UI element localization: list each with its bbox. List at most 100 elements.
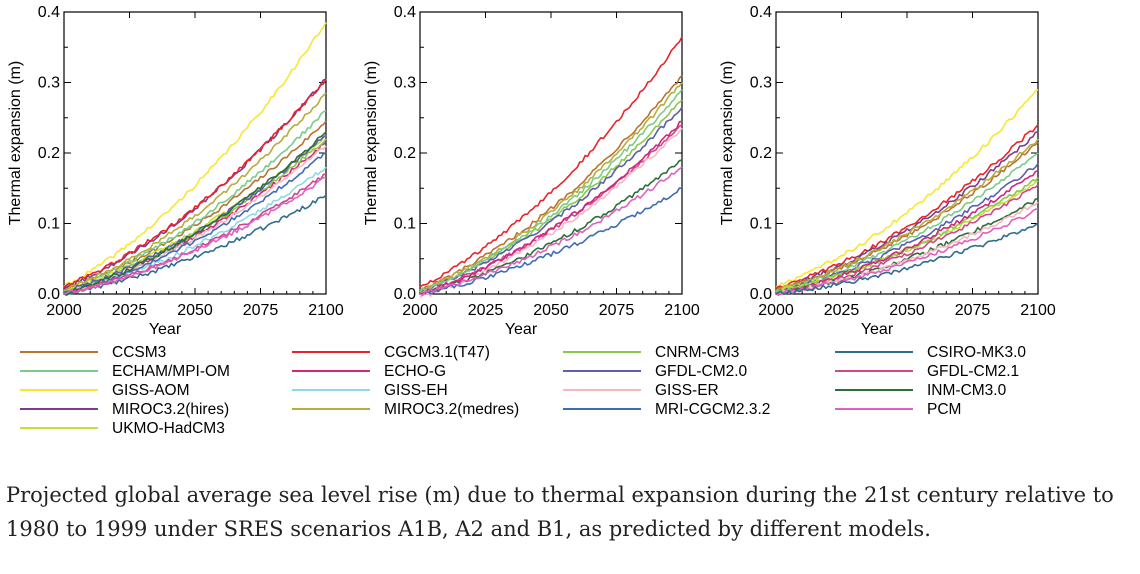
legend-item: CNRM-CM3	[563, 344, 739, 361]
series-line-mri-cgcm2-3-2	[63, 152, 327, 295]
x-axis-label: Year	[505, 321, 538, 338]
legend-label: GFDL-CM2.1	[927, 363, 1019, 380]
y-tick-label: 0.1	[38, 216, 60, 233]
x-tick-label: 2050	[533, 302, 569, 319]
legend-label: INM-CM3.0	[927, 382, 1007, 399]
legend-label: MIROC3.2(medres)	[384, 401, 519, 418]
legend-label: ECHO-G	[384, 363, 446, 380]
y-axis-label: Thermal expansion (m)	[363, 61, 380, 226]
x-tick-label: 2075	[243, 302, 279, 319]
y-tick-label: 0.4	[750, 4, 772, 21]
figure-caption: Projected global average sea level rise …	[6, 483, 1114, 541]
x-tick-label: 2100	[664, 302, 700, 319]
series-line-echo-g	[775, 169, 1039, 296]
legend-label: GISS-EH	[384, 382, 448, 399]
y-tick-label: 0.4	[38, 4, 60, 21]
y-tick-label: 0.3	[38, 75, 60, 92]
legend-label: MRI-CGCM2.3.2	[655, 401, 770, 418]
series-line-pcm	[63, 176, 327, 295]
legend-item: ECHO-G	[292, 363, 446, 380]
series-line-cgcm3-1-t47-	[775, 124, 1039, 290]
x-tick-label: 2025	[112, 302, 148, 319]
legend-item: GFDL-CM2.0	[563, 363, 748, 380]
y-axis-label: Thermal expansion (m)	[7, 61, 24, 226]
series-line-miroc3-2-medres-	[419, 82, 683, 292]
legend-item: CCSM3	[20, 344, 166, 361]
legend: CCSM3 ECHAM/MPI-OM GISS-AOM MIROC3.2(hires)…	[20, 344, 1026, 437]
y-tick-label: 0.3	[750, 75, 772, 92]
legend-label: ECHAM/MPI-OM	[112, 363, 230, 380]
series-line-miroc3-2-medres-	[775, 138, 1039, 292]
legend-label: CGCM3.1(T47)	[384, 344, 490, 361]
plot-frame	[419, 11, 683, 295]
series-line-gfdl-cm2-0	[419, 106, 683, 293]
legend-label: GISS-AOM	[112, 382, 190, 399]
series-line-ccsm3	[419, 74, 683, 292]
chart-panel-a1b: 2000 2025 2050 2075 2100 0.0 0.1 0.2 0.3 0.4 Year T…	[7, 4, 344, 338]
legend-item: UKMO-HadCM3	[20, 420, 225, 437]
y-tick-label: 0.1	[394, 216, 416, 233]
series-line-echo-g	[419, 120, 683, 295]
series-line-giss-er	[419, 127, 683, 299]
y-tick-label: 0.0	[750, 286, 772, 303]
legend-item: GISS-ER	[563, 382, 719, 399]
series-line-inm-cm3-0	[63, 131, 327, 296]
x-tick-label: 2000	[46, 302, 82, 319]
x-tick-label: 2025	[468, 302, 504, 319]
x-tick-label: 2000	[402, 302, 438, 319]
y-tick-label: 0.3	[394, 75, 416, 92]
x-tick-label: 2075	[599, 302, 635, 319]
legend-label: UKMO-HadCM3	[112, 420, 225, 437]
series-line-cgcm3-1-t47-	[63, 78, 327, 288]
legend-item: GISS-AOM	[20, 382, 190, 399]
legend-label: GISS-ER	[655, 382, 719, 399]
legend-item: PCM	[835, 401, 961, 418]
legend-item: CGCM3.1(T47)	[292, 344, 490, 361]
series-line-csiro-mk3-0	[775, 222, 1039, 295]
legend-label: CNRM-CM3	[655, 344, 739, 361]
legend-item: MRI-CGCM2.3.2	[563, 401, 770, 418]
legend-item: CSIRO-MK3.0	[835, 344, 1026, 361]
legend-label: GFDL-CM2.0	[655, 363, 748, 380]
series-line-pcm	[775, 208, 1039, 296]
x-tick-label: 2025	[824, 302, 860, 319]
legend-item: INM-CM3.0	[835, 382, 1007, 399]
x-tick-label: 2075	[955, 302, 991, 319]
legend-item: GFDL-CM2.1	[835, 363, 1019, 380]
legend-item: GISS-EH	[292, 382, 448, 399]
legend-item: ECHAM/MPI-OM	[20, 363, 230, 380]
legend-label: MIROC3.2(hires)	[112, 401, 229, 418]
x-tick-label: 2050	[889, 302, 925, 319]
series-line-echam-mpi-om	[419, 89, 683, 293]
series-line-gfdl-cm2-1	[419, 124, 683, 295]
x-tick-label: 2100	[1020, 302, 1056, 319]
y-tick-label: 0.2	[750, 145, 772, 162]
x-axis-label: Year	[149, 321, 182, 338]
y-tick-label: 0.2	[394, 145, 416, 162]
series-line-mri-cgcm2-3-2	[419, 187, 683, 295]
y-tick-label: 0.0	[38, 286, 60, 303]
legend-label: CCSM3	[112, 344, 166, 361]
y-tick-label: 0.4	[394, 4, 416, 21]
y-tick-label: 0.0	[394, 286, 416, 303]
chart-panel-a2: 2000 2025 2050 2075 2100 0.0 0.1 0.2 0.3 0.4 Year T…	[363, 4, 700, 338]
y-axis-label: Thermal expansion (m)	[719, 61, 736, 226]
x-tick-label: 2050	[177, 302, 213, 319]
series-line-cgcm3-1-t47-	[419, 36, 683, 288]
series-line-giss-aom	[775, 88, 1039, 288]
y-tick-label: 0.2	[38, 145, 60, 162]
series-line-echo-g	[63, 141, 327, 296]
legend-label: CSIRO-MK3.0	[927, 344, 1026, 361]
plot-frame	[63, 11, 327, 295]
series-line-pcm	[419, 166, 683, 297]
series-line-miroc3-2-medres-	[64, 92, 327, 292]
y-tick-label: 0.1	[750, 216, 772, 233]
legend-item: MIROC3.2(medres)	[292, 401, 519, 418]
legend-label: PCM	[927, 401, 961, 418]
chart-panel-b1: 2000 2025 2050 2075 2100 0.0 0.1 0.2 0.3 0.4 Year T…	[719, 4, 1056, 338]
series-line-miroc3-2-hires-	[775, 131, 1039, 291]
figure: 2000 2025 2050 2075 2100 0.0 0.1 0.2 0.3 0.4 Year T…	[7, 4, 1056, 437]
series-line-echam-mpi-om	[63, 109, 327, 293]
series-line-echam-mpi-om	[775, 152, 1039, 293]
x-tick-label: 2000	[758, 302, 794, 319]
